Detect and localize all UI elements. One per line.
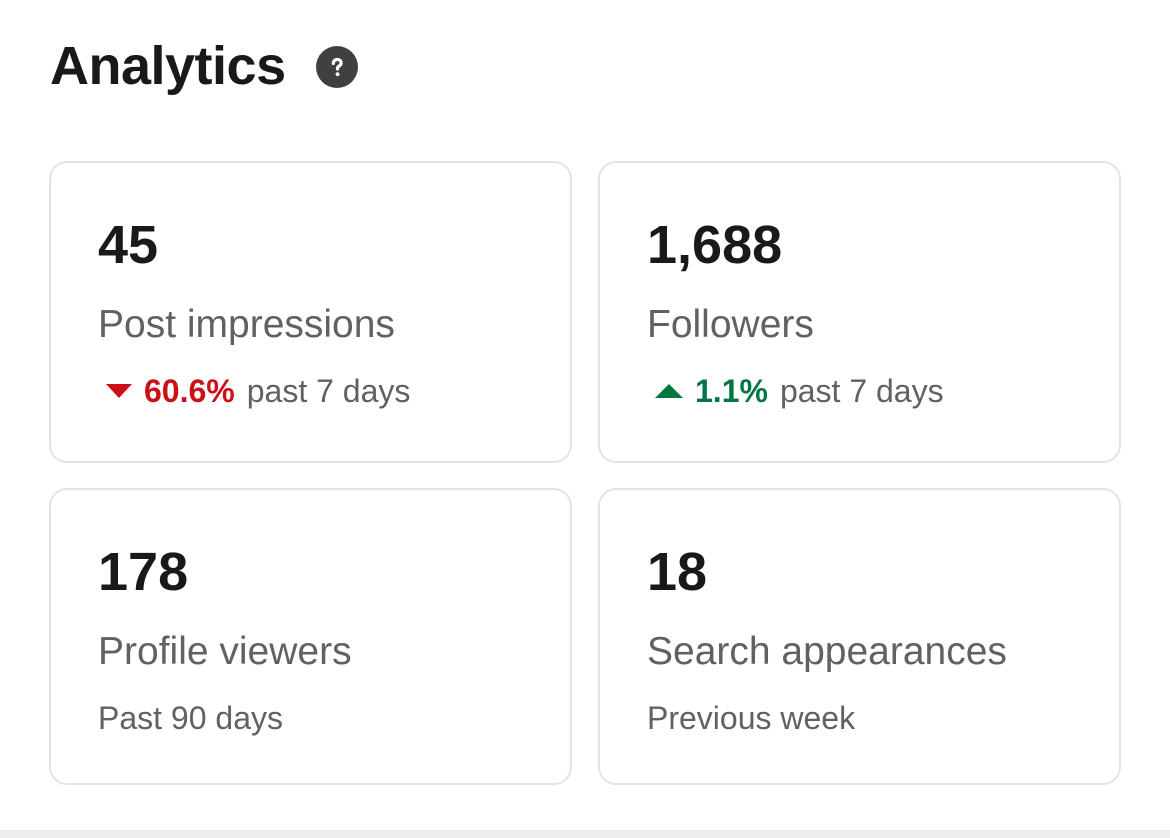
profile-viewers-label: Profile viewers (98, 630, 352, 673)
trend-down-arrow-icon (106, 384, 132, 398)
trend-period: past 7 days (246, 373, 411, 409)
profile-viewers-period: Past 90 days (98, 697, 283, 739)
page-title: Analytics (50, 36, 286, 96)
followers-label: Followers (647, 303, 814, 346)
profile-viewers-card[interactable]: 178 Profile viewers Past 90 days (49, 488, 572, 785)
search-appearances-label: Search appearances (647, 630, 1007, 673)
followers-card[interactable]: 1,688 Followers 1.1% past 7 days (598, 161, 1121, 463)
search-appearances-count: 18 (647, 542, 708, 602)
profile-viewers-count: 178 (98, 542, 189, 602)
trend-period: past 7 days (779, 373, 944, 409)
trend-up-arrow-icon (655, 384, 683, 398)
post-impressions-trend: 60.6% past 7 days (98, 370, 410, 412)
post-impressions-label: Post impressions (98, 303, 395, 346)
period-text: Previous week (647, 700, 856, 736)
question-mark-glyph (331, 57, 343, 77)
followers-trend: 1.1% past 7 days (647, 370, 944, 412)
period-text: Past 90 days (98, 700, 283, 736)
trend-percent: 60.6% (144, 373, 235, 409)
post-impressions-count: 45 (98, 215, 159, 275)
analytics-header: Analytics (50, 30, 358, 102)
trend-percent: 1.1% (695, 373, 768, 409)
section-divider (0, 830, 1170, 838)
search-appearances-period: Previous week (647, 697, 855, 739)
followers-count: 1,688 (647, 215, 783, 275)
post-impressions-card[interactable]: 45 Post impressions 60.6% past 7 days (49, 161, 572, 463)
search-appearances-card[interactable]: 18 Search appearances Previous week (598, 488, 1121, 785)
help-question-icon[interactable] (315, 46, 358, 88)
